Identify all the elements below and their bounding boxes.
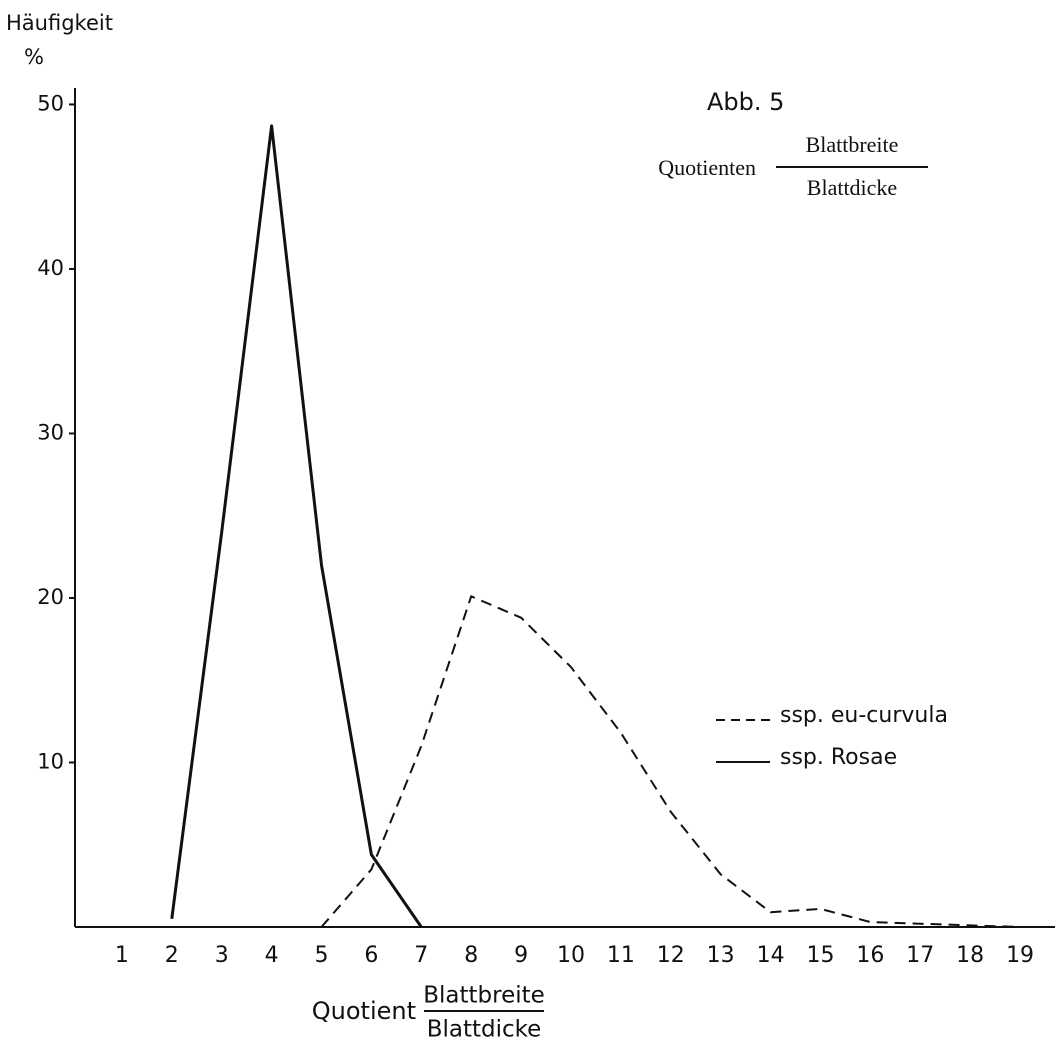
x-tick-label: 15	[806, 943, 834, 968]
x-tick-label: 8	[464, 943, 478, 968]
x-tick-label: 7	[414, 943, 428, 968]
series-line	[170, 124, 423, 928]
series-line	[320, 595, 1021, 928]
x-tick-label: 19	[1006, 943, 1034, 968]
x-tick-label: 16	[856, 943, 884, 968]
x-tick-label: 12	[657, 943, 685, 968]
x-tick-label: 2	[165, 943, 179, 968]
y-tick-label: 30	[37, 420, 64, 444]
y-axis-unit: %	[24, 45, 44, 69]
legend-label: ssp. Rosae	[780, 745, 897, 770]
x-tick-label: 9	[514, 943, 528, 968]
x-axis-label-denominator: Blattdicke	[427, 1017, 542, 1043]
x-tick-label: 13	[707, 943, 735, 968]
x-tick-label: 5	[314, 943, 328, 968]
subtitle: Quotienten	[658, 155, 756, 180]
subtitle-denominator: Blattdicke	[807, 175, 897, 200]
x-tick-label: 18	[956, 943, 984, 968]
x-axis-label-numerator: Blattbreite	[423, 983, 545, 1009]
x-tick-label: 17	[906, 943, 934, 968]
y-tick-label: 40	[37, 256, 64, 280]
y-axis-label: Häufigkeit	[6, 11, 113, 35]
chart-title: Abb. 5	[707, 88, 784, 116]
y-tick-label: 20	[37, 585, 64, 609]
legend-label: ssp. eu-curvula	[780, 703, 948, 728]
x-tick-label: 6	[364, 943, 378, 968]
y-tick-label: 50	[37, 91, 64, 115]
x-tick-label: 1	[115, 943, 129, 968]
x-tick-label: 4	[265, 943, 279, 968]
x-tick-label: 3	[215, 943, 229, 968]
x-tick-label: 11	[607, 943, 635, 968]
y-tick-label: 10	[37, 749, 64, 773]
x-tick-label: 14	[757, 943, 785, 968]
x-tick-label: 10	[557, 943, 585, 968]
subtitle-numerator: Blattbreite	[806, 132, 899, 157]
x-axis-label: Quotient	[312, 997, 416, 1025]
